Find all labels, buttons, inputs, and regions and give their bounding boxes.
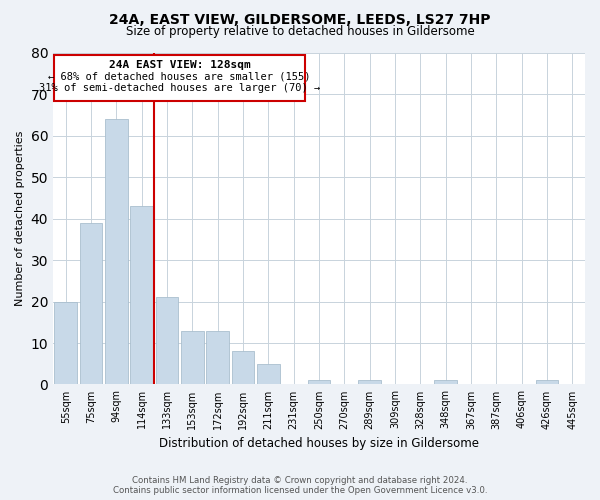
Text: 24A, EAST VIEW, GILDERSOME, LEEDS, LS27 7HP: 24A, EAST VIEW, GILDERSOME, LEEDS, LS27 …	[109, 12, 491, 26]
Bar	[232, 352, 254, 384]
Y-axis label: Number of detached properties: Number of detached properties	[15, 131, 25, 306]
Bar	[536, 380, 559, 384]
Bar	[358, 380, 381, 384]
Text: 24A EAST VIEW: 128sqm: 24A EAST VIEW: 128sqm	[109, 60, 251, 70]
Text: Size of property relative to detached houses in Gildersome: Size of property relative to detached ho…	[125, 25, 475, 38]
FancyBboxPatch shape	[55, 55, 305, 100]
Bar	[181, 330, 204, 384]
Bar	[434, 380, 457, 384]
Bar	[257, 364, 280, 384]
Bar	[308, 380, 331, 384]
X-axis label: Distribution of detached houses by size in Gildersome: Distribution of detached houses by size …	[159, 437, 479, 450]
Bar	[55, 302, 77, 384]
Bar	[206, 330, 229, 384]
Bar	[105, 120, 128, 384]
Text: Contains HM Land Registry data © Crown copyright and database right 2024.: Contains HM Land Registry data © Crown c…	[132, 476, 468, 485]
Text: ← 68% of detached houses are smaller (155): ← 68% of detached houses are smaller (15…	[49, 72, 311, 82]
Bar	[80, 223, 103, 384]
Bar	[130, 206, 153, 384]
Text: 31% of semi-detached houses are larger (70) →: 31% of semi-detached houses are larger (…	[39, 83, 320, 93]
Text: Contains public sector information licensed under the Open Government Licence v3: Contains public sector information licen…	[113, 486, 487, 495]
Bar	[155, 298, 178, 384]
